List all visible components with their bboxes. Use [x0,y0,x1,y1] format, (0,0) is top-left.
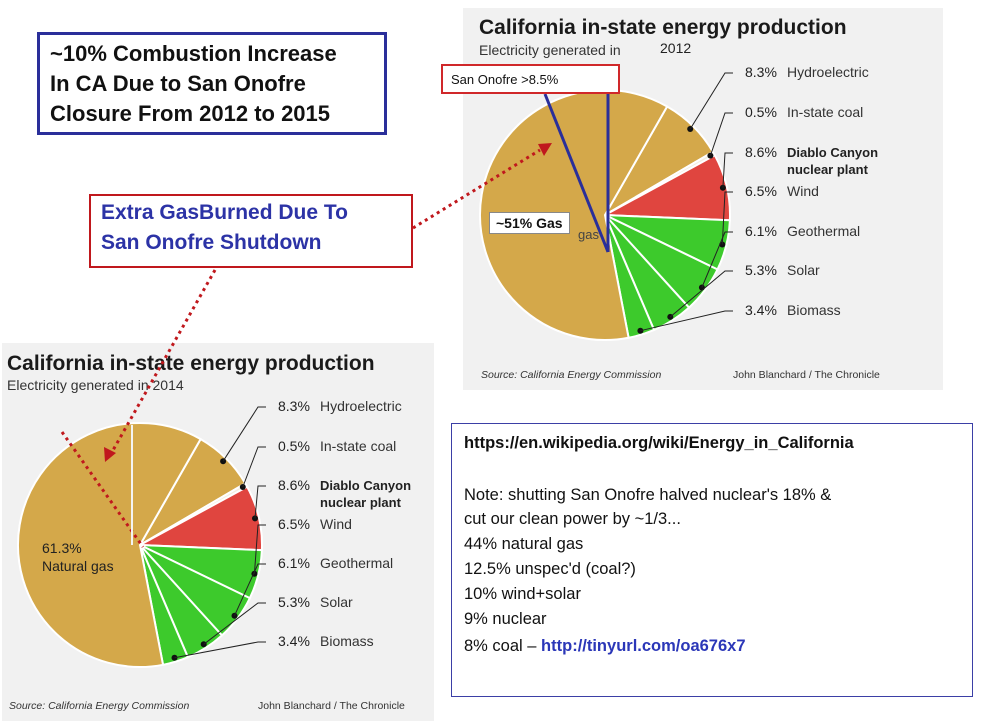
slice-pct-label-2012-4: 6.1% [745,223,777,239]
slice-name-label-2012-0: Hydroelectric [787,64,869,80]
red-arrowhead-2012 [538,143,552,156]
note-line-6: 9% nuclear [464,610,547,628]
slice-pct-label-2014-4: 6.1% [278,555,310,571]
pie-2014: 8.3% Hydroelectric 0.5% In-state coal 8.6% Di… [17,398,411,668]
slice-name-label-2012-1: In-state coal [787,104,863,120]
slice-pct-label-2012-0: 8.3% [745,64,777,80]
san-onofre-line-diagonal [543,93,610,253]
leader-line-2014-6 [174,641,266,659]
slice-name-label-2012-4: Geothermal [787,223,860,239]
leader-line-2014-5 [203,602,266,645]
wikipedia-link[interactable]: https://en.wikipedia.org/wiki/Energy_in_… [464,434,854,452]
slice-pct-label-2012-2: 8.6% [745,144,777,160]
note-line-2: cut our clean power by ~1/3... [464,510,681,528]
annotation-overlay [60,93,610,548]
leader-line-2014-1 [242,446,266,488]
slice-name-label-2014-5: Solar [320,594,353,610]
slice-name-label-2014-0: Hydroelectric [320,398,402,414]
slice-name-label-2014-6: Biomass [320,633,374,649]
slice-name-label-2012-2: Diablo Canyon [787,145,878,160]
gas-51-label: ~51% Gas [489,212,570,234]
combustion-increase-callout: ~10% Combustion Increase In CA Due to Sa… [37,32,387,135]
chart-2012-credit: John Blanchard / The Chronicle [733,369,880,381]
tinyurl-link[interactable]: http://tinyurl.com/oa676x7 [541,637,746,655]
slice-pct-label-2012-3: 6.5% [745,183,777,199]
gas-partial-label-2012: gas [578,227,599,242]
slice-name-label2-2014-2: nuclear plant [320,495,402,510]
slice-name-label-2012-6: Biomass [787,302,841,318]
slice-pct-label-2014-2: 8.6% [278,477,310,493]
callout-line-1: ~10% Combustion Increase [50,41,337,66]
slice-pct-label-2012-6: 3.4% [745,302,777,318]
chart-2012-title: California in-state energy production [479,16,847,39]
note-line-7: 8% coal – http://tinyurl.com/oa676x7 [464,637,746,656]
red-dotted-wedge-2014 [60,431,145,548]
leader-line-2014-2 [254,485,266,519]
slice-name-label-2014-2: Diablo Canyon [320,478,411,493]
gas-pct-label-2014: 61.3% [42,540,82,556]
note-line-5: 10% wind+solar [464,585,581,603]
leader-line-2014-3 [253,524,266,574]
slice-pct-label-2014-1: 0.5% [278,438,310,454]
slice-name-label-2014-1: In-state coal [320,438,396,454]
slice-2014-natural-gas [17,421,202,668]
leader-line-2014-0 [222,406,266,462]
chart-2014-source: Source: California Energy Commission [9,700,190,712]
leader-line-2012-6 [640,310,733,332]
chart-2014-title: California in-state energy production [7,352,375,375]
slice-name-label-2014-3: Wind [320,516,352,532]
slice-name-label-2012-5: Solar [787,262,820,278]
chart-2012-year: 2012 [660,40,692,56]
red-arrowhead-2014 [104,447,116,462]
note-line-7-text: 8% coal – [464,637,542,655]
chart-2014-subtitle: Electricity generated in 2014 [7,377,184,393]
leader-line-2012-3 [721,191,733,245]
callout-line-2: In CA Due to San Onofre [50,71,306,96]
slice-pct-label-2014-5: 5.3% [278,594,310,610]
slice-name-label2-2012-2: nuclear plant [787,162,869,177]
slice-pct-label-2014-6: 3.4% [278,633,310,649]
note-line-4: 12.5% unspec'd (coal?) [464,560,636,578]
slice-pct-label-2014-0: 8.3% [278,398,310,414]
chart-2012-source: Source: California Energy Commission [481,369,662,381]
leader-line-2012-5 [669,270,733,318]
extra-gas-line-1: Extra GasBurned Due To [101,201,348,224]
callout-line-3: Closure From 2012 to 2015 [50,101,331,126]
leader-line-2012-2 [722,152,733,188]
note-line-1: Note: shutting San Onofre halved nuclear… [464,486,832,504]
leader-line-2012-0 [689,72,733,130]
pie-2012: 8.3% Hydroelectric 0.5% In-state coal 8.6% Di… [479,64,878,341]
extra-gas-line-2: San Onofre Shutdown [101,231,322,254]
note-line-3: 44% natural gas [464,535,584,553]
leader-line-2012-4 [701,231,733,288]
leader-line-2012-1 [709,112,733,156]
chart-2012-subtitle: Electricity generated in [479,42,621,58]
slice-name-label-2014-4: Geothermal [320,555,393,571]
slice-pct-label-2012-5: 5.3% [745,262,777,278]
slice-pct-label-2014-3: 6.5% [278,516,310,532]
notes-box: https://en.wikipedia.org/wiki/Energy_in_… [451,423,973,697]
gas-name-label-2014: Natural gas [42,558,114,574]
extra-gas-callout: Extra GasBurned Due To San Onofre Shutdo… [89,194,413,268]
slice-name-label-2012-3: Wind [787,183,819,199]
san-onofre-box: San Onofre >8.5% [441,64,620,94]
chart-2014-credit: John Blanchard / The Chronicle [258,700,405,712]
leader-line-2014-4 [234,563,266,616]
slice-pct-label-2012-1: 0.5% [745,104,777,120]
